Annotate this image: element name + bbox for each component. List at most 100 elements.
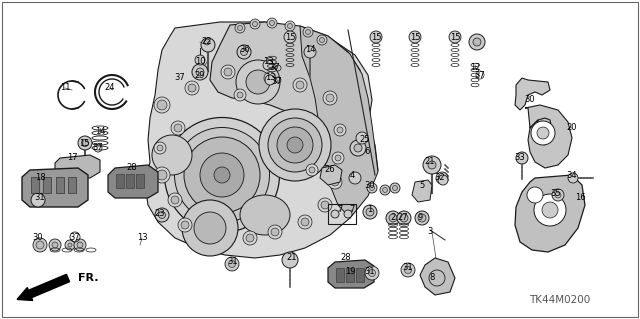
Circle shape [390, 183, 400, 193]
Text: 10: 10 [195, 57, 205, 66]
Text: 13: 13 [137, 234, 147, 242]
Circle shape [298, 215, 312, 229]
Circle shape [400, 214, 408, 222]
Text: 15: 15 [371, 33, 381, 41]
Text: 23: 23 [155, 209, 165, 218]
Text: 13: 13 [262, 57, 273, 66]
Circle shape [287, 137, 303, 153]
Circle shape [469, 34, 485, 50]
Text: 31: 31 [403, 263, 413, 272]
Circle shape [335, 155, 341, 161]
Circle shape [157, 100, 167, 110]
Circle shape [171, 121, 185, 135]
Text: 37: 37 [175, 73, 186, 83]
Text: 6: 6 [364, 147, 370, 157]
Text: 1: 1 [367, 205, 372, 214]
Circle shape [328, 175, 342, 189]
Circle shape [552, 189, 564, 201]
Text: 17: 17 [67, 152, 77, 161]
Text: 7: 7 [337, 205, 342, 214]
Polygon shape [210, 22, 362, 122]
Circle shape [404, 266, 412, 273]
Bar [43, 177, 51, 193]
Circle shape [182, 200, 238, 256]
Circle shape [326, 94, 334, 102]
Text: 33: 33 [515, 153, 525, 162]
Circle shape [224, 68, 232, 76]
Circle shape [383, 188, 387, 192]
Circle shape [309, 167, 315, 173]
Circle shape [332, 152, 344, 164]
Text: 8: 8 [429, 273, 435, 283]
Text: 14: 14 [305, 46, 316, 55]
Circle shape [246, 70, 270, 94]
Text: 21: 21 [425, 158, 435, 167]
Polygon shape [55, 155, 100, 178]
Circle shape [284, 31, 296, 43]
Text: 36: 36 [239, 46, 250, 55]
Text: 15: 15 [285, 33, 295, 41]
Circle shape [157, 170, 167, 180]
Bar [336, 268, 344, 282]
Circle shape [234, 89, 246, 101]
Circle shape [534, 194, 566, 226]
Text: 29: 29 [195, 70, 205, 79]
Bar [356, 268, 364, 282]
Text: 31: 31 [365, 268, 375, 277]
Circle shape [356, 132, 368, 144]
Circle shape [305, 29, 310, 34]
Text: 28: 28 [340, 254, 351, 263]
Circle shape [349, 172, 361, 184]
Circle shape [537, 127, 549, 139]
Text: 37: 37 [271, 78, 282, 86]
Circle shape [74, 239, 86, 251]
Text: FR.: FR. [78, 273, 99, 283]
Polygon shape [108, 165, 158, 198]
Text: 37: 37 [475, 70, 485, 79]
Circle shape [436, 172, 448, 184]
Circle shape [181, 221, 189, 229]
Circle shape [225, 257, 239, 271]
Circle shape [369, 186, 374, 190]
Circle shape [317, 35, 327, 45]
Circle shape [363, 205, 377, 219]
Text: 20: 20 [567, 123, 577, 132]
Text: 34: 34 [566, 170, 577, 180]
Circle shape [367, 183, 377, 193]
Circle shape [154, 97, 170, 113]
Circle shape [331, 210, 339, 218]
Circle shape [304, 46, 316, 58]
Polygon shape [412, 180, 432, 202]
Circle shape [418, 214, 426, 222]
Circle shape [555, 192, 561, 198]
Bar [68, 177, 76, 193]
Circle shape [237, 45, 251, 59]
Polygon shape [145, 22, 378, 258]
Circle shape [237, 26, 243, 31]
Circle shape [389, 214, 397, 222]
Text: 30: 30 [525, 95, 535, 105]
Bar [346, 268, 354, 282]
Circle shape [318, 198, 332, 212]
Text: 35: 35 [550, 189, 561, 197]
Circle shape [250, 19, 260, 29]
Circle shape [214, 167, 230, 183]
Circle shape [282, 252, 298, 268]
Circle shape [301, 218, 309, 226]
Circle shape [449, 31, 461, 43]
Circle shape [52, 242, 58, 248]
Circle shape [152, 135, 192, 175]
Bar [116, 174, 124, 188]
Text: 18: 18 [35, 174, 45, 182]
Circle shape [415, 211, 429, 225]
Text: 15: 15 [79, 138, 89, 147]
Circle shape [321, 201, 329, 209]
Polygon shape [22, 168, 88, 207]
Ellipse shape [268, 118, 322, 172]
Text: 7: 7 [349, 205, 355, 214]
Polygon shape [515, 78, 550, 110]
Circle shape [271, 228, 279, 236]
Circle shape [221, 65, 235, 79]
Circle shape [263, 60, 273, 70]
Text: 37: 37 [269, 63, 280, 72]
